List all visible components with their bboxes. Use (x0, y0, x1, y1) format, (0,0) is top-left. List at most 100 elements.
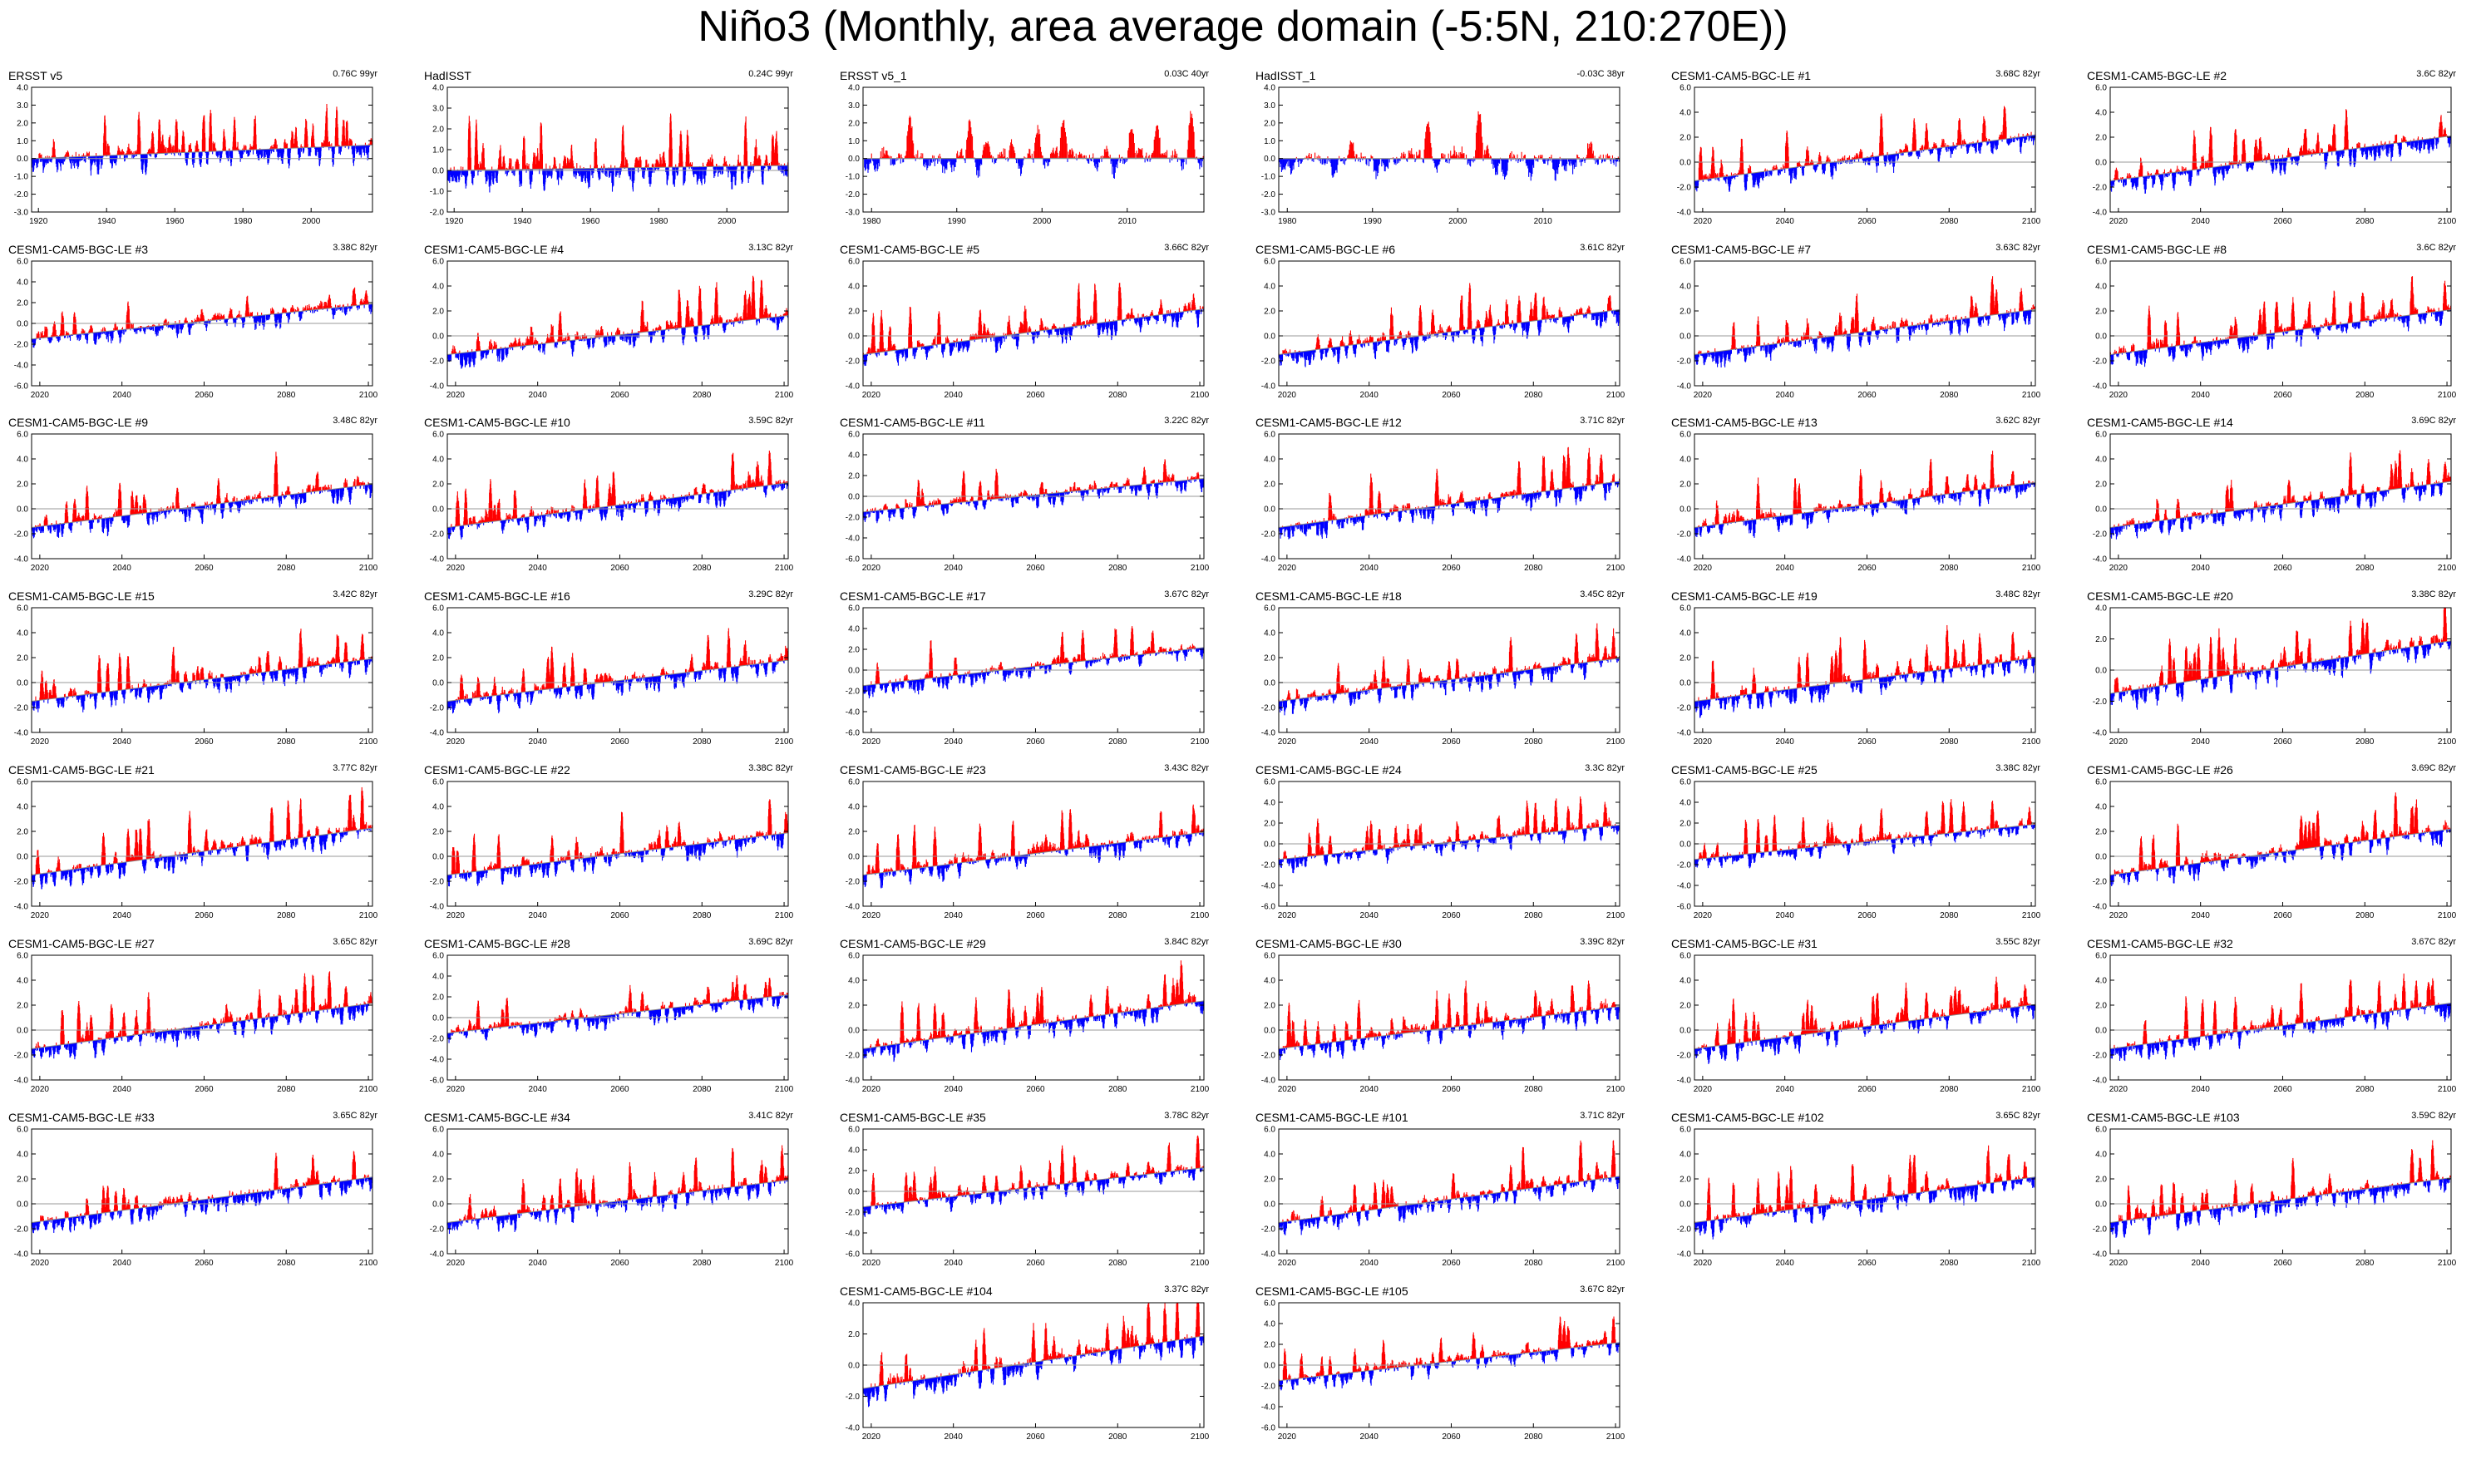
y-tick-label: 2.0 (1264, 308, 1275, 317)
x-tick-label: 2060 (1026, 911, 1045, 920)
panel-title: CESM1-CAM5-BGC-LE #16 (424, 589, 570, 603)
plot-frame (446, 781, 789, 907)
x-tick-label: 2060 (1857, 737, 1877, 747)
y-tick-label: 6.0 (17, 431, 28, 440)
y-tick-label: -4.0 (1677, 1250, 1692, 1260)
trend-label: 0.24C 99yr (748, 69, 793, 79)
y-tick-label: -2.0 (1261, 190, 1276, 200)
panel-title: CESM1-CAM5-BGC-LE #22 (424, 763, 570, 777)
trend-label: 3.38C 82yr (1995, 763, 2040, 773)
x-tick-label: 2020 (2109, 1085, 2128, 1094)
plot-frame (446, 260, 789, 387)
y-tick-label: 1.0 (17, 137, 28, 146)
chart-panel: CESM1-CAM5-BGC-LE #34 3.41C 82yr -4.0 -2.0 0… (421, 1111, 795, 1273)
x-tick-label: 2020 (1694, 391, 1713, 400)
y-tick-label: -1.0 (1261, 173, 1276, 182)
y-tick-label: 0.0 (17, 155, 28, 164)
y-tick-label: 0.0 (432, 853, 444, 862)
chart-panel: CESM1-CAM5-BGC-LE #9 3.48C 82yr -4.0 -2.0 0.… (5, 416, 379, 578)
x-tick-label: 2020 (31, 737, 50, 747)
x-tick-label: 2100 (2022, 1259, 2041, 1268)
y-tick-label: -4.0 (1261, 882, 1276, 891)
y-tick-label: 2.0 (848, 828, 860, 837)
y-tick-label: 6.0 (17, 952, 28, 961)
trend-line (1278, 481, 1620, 528)
panel-title: CESM1-CAM5-BGC-LE #5 (840, 243, 979, 256)
y-tick-label: 0.0 (848, 853, 860, 862)
y-tick-label: -2.0 (2093, 530, 2108, 540)
trend-label: 3.39C 82yr (1580, 937, 1625, 947)
x-tick-label: 2080 (277, 391, 296, 400)
x-tick-label: 2020 (1278, 1085, 1297, 1094)
y-tick-label: 0.0 (848, 1188, 860, 1197)
x-tick-label: 2080 (1524, 911, 1543, 920)
trend-label: 3.29C 82yr (748, 589, 793, 599)
y-tick-label: 2.0 (1264, 481, 1275, 490)
plot-frame (1694, 1128, 2036, 1255)
x-tick-label: 2100 (2438, 737, 2457, 747)
x-tick-label: 2060 (1442, 564, 1461, 573)
x-tick-label: 2080 (693, 391, 712, 400)
trend-label: 3.59C 82yr (2411, 1111, 2456, 1121)
negative-anomaly-area (862, 158, 1203, 179)
chart-panel: CESM1-CAM5-BGC-LE #105 3.67C 82yr -6.0 -4.0… (1252, 1284, 1626, 1447)
y-tick-label: 1.0 (1264, 137, 1275, 146)
trend-label: 3.6C 82yr (2416, 69, 2456, 79)
trend-line (1278, 1342, 1620, 1382)
plot-frame (2109, 1128, 2452, 1255)
panel-title: CESM1-CAM5-BGC-LE #28 (424, 937, 570, 950)
x-tick-label: 2080 (1108, 737, 1127, 747)
panel-title: CESM1-CAM5-BGC-LE #9 (8, 416, 148, 429)
x-tick-label: 2060 (1442, 911, 1461, 920)
panel-plot: -4.0 -2.0 0.0 2.0 4.0 6.0 2020 2040 2060 2080 2100 (1677, 952, 2041, 1095)
x-tick-label: 2040 (1360, 737, 1379, 747)
negative-anomaly-area (2109, 829, 2452, 886)
chart-panel: CESM1-CAM5-BGC-LE #6 3.61C 82yr -4.0 -2.0 0.… (1252, 243, 1626, 405)
positive-anomaly-area (1694, 624, 2033, 702)
chart-panel: CESM1-CAM5-BGC-LE #11 3.22C 82yr -6.0 -4.0-… (836, 416, 1211, 578)
y-tick-label: 4.0 (17, 279, 28, 288)
y-tick-label: 4.0 (848, 1299, 860, 1309)
trend-label: 0.76C 99yr (333, 69, 377, 79)
plot-frame (446, 607, 789, 733)
y-tick-label: -2.0 (1677, 1225, 1692, 1235)
positive-anomaly-area (2109, 1140, 2452, 1223)
panel-plot: -4.0 -2.0 0.0 2.0 4.0 6.0 2020 2040 2060 2080 2100 (846, 952, 1210, 1095)
x-tick-label: 2100 (775, 564, 794, 573)
chart-panel: CESM1-CAM5-BGC-LE #26 3.69C 82yr -4.0 -2.0 0… (2084, 763, 2458, 925)
trend-line (446, 315, 789, 355)
x-tick-label: 2060 (195, 564, 214, 573)
plot-frame (1694, 433, 2036, 560)
x-tick-label: 2080 (1940, 737, 1959, 747)
x-tick-label: 2100 (359, 564, 378, 573)
y-tick-label: 6.0 (1680, 778, 1691, 787)
trend-label: 3.6C 82yr (2416, 243, 2456, 253)
panel-title: CESM1-CAM5-BGC-LE #24 (1255, 763, 1402, 777)
x-tick-label: 2040 (1360, 1085, 1379, 1094)
chart-panel: CESM1-CAM5-BGC-LE #103 3.59C 82yr -4.0 -2.0… (2084, 1111, 2458, 1273)
trend-line (1278, 158, 1620, 160)
y-tick-label: 2.0 (17, 654, 28, 663)
trend-label: 3.62C 82yr (1995, 416, 2040, 426)
y-tick-label: 6.0 (2095, 84, 2107, 93)
y-tick-label: 0.0 (1264, 679, 1275, 688)
negative-anomaly-area (2109, 482, 2444, 540)
x-tick-label: 2060 (610, 911, 629, 920)
panel-plot: -4.0 -2.0 0.0 2.0 4.0 6.0 2020 2040 2060 2080 2100 (430, 778, 794, 921)
y-tick-label: -2.0 (1677, 704, 1692, 713)
y-tick-label: -4.0 (1677, 729, 1692, 738)
x-tick-label: 2020 (31, 1085, 50, 1094)
y-tick-label: -2.0 (14, 1052, 29, 1061)
y-tick-label: 2.0 (17, 299, 28, 308)
y-tick-label: -2.0 (2093, 1052, 2108, 1061)
trend-line (31, 1176, 373, 1223)
y-tick-label: 0.0 (1264, 1027, 1275, 1036)
positive-anomaly-area (1698, 799, 2035, 860)
x-tick-label: 2060 (1857, 217, 1877, 226)
x-tick-label: 2080 (1108, 391, 1127, 400)
panel-plot: -4.0 -2.0 0.0 2.0 4.0 6.0 2020 2040 2060 2080 2100 (846, 778, 1210, 921)
negative-anomaly-area (862, 1336, 1204, 1408)
y-tick-label: -4.0 (2093, 382, 2108, 392)
trend-line (1278, 308, 1620, 355)
trend-line (862, 478, 1205, 513)
